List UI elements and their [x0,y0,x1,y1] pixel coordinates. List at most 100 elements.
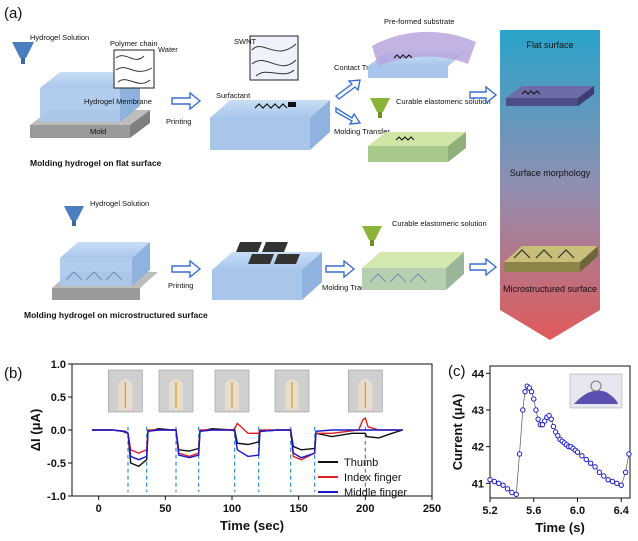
funnel-icon [12,42,34,64]
hydrogel-front [40,88,120,122]
panel-b-photos [108,369,383,413]
series-line-index-finger [92,416,403,461]
data-point [504,486,511,492]
contact-transfer-arrow: Contact Transfer [334,63,390,100]
x-axis-label-b: Time (sec) [220,518,284,533]
hand-photo-three-icon [348,369,383,413]
funnel-icon-green [370,98,390,118]
data-point [548,416,554,422]
mold-front [30,125,130,138]
glove-shape [574,390,618,404]
printed-front [210,118,310,150]
microstructured-surface-label: Microstructured surface [503,284,597,294]
row1-caption: Molding hydrogel on flat surface [30,158,162,168]
surface-morphology-label: Surface morphology [510,168,591,178]
printed-pad-1 [236,242,262,252]
data-point [522,388,528,395]
printed-hydrogel-flat: SWNT Surfactant [210,35,330,150]
mold-label: Mold [90,127,106,136]
data-point [509,489,515,496]
molding-transfer-label-row1: Molding Transfer [334,127,390,136]
water-label: Water [158,45,178,54]
x-tick-label-b: 150 [289,503,307,515]
swnt-pattern [254,103,288,109]
swnt-network-lines [251,43,297,77]
contact-transfer-label: Contact Transfer [334,63,390,72]
data-point [601,473,607,479]
printed-side [310,100,330,150]
panel-c: (c) 41 42 43 44 5.2 5.6 6.0 6.4 Time (s) Current … [448,363,632,535]
y-tick-label-b: -1.0 [47,491,66,503]
curable-micro: Curable elastomeric solution [362,219,487,290]
to-micro-arrow [469,257,498,277]
hand-photo-two-icon [274,369,310,413]
data-point [583,456,589,463]
printing-label-row1: Printing [166,117,191,126]
printed-top [210,100,330,118]
y-tick-label-b: 0.5 [51,392,66,404]
hand-photo-middle-icon [214,369,250,413]
panel-c-chart: 41 42 43 44 5.2 5.6 6.0 6.4 Time (s) Current (μA) [450,365,632,535]
preformed-substrate-label: Pre-formed substrate [384,17,454,26]
panel-a: (a) Hydrogel Solution Polymer chain Wate… [4,5,600,340]
x-axis-label-c: Time (s) [535,520,585,535]
printing-label-row2: Printing [168,281,193,290]
flat-surface-label: Flat surface [526,40,573,50]
x-tick-label-b: 200 [356,503,374,515]
panel-c-label: (c) [448,363,466,380]
legend-label: Middle finger [344,487,407,499]
legend-label: Index finger [344,472,402,484]
molding-transfer-arrow-row2: Molding Transfer [322,259,378,292]
y-tick-label-c: 43 [472,405,484,417]
printed-pad-3 [248,254,274,264]
surface-gradient-bar: Flat surface Surface morphology Microstr… [500,30,600,340]
x-tick-label-b: 100 [223,503,241,515]
hydrogel-solution-label-row2: Hydrogel Solution [90,199,149,208]
hand-photo-index-icon [158,369,194,413]
data-point [618,482,624,488]
data-point [520,407,526,413]
y-axis-label-b: ΔI (μA) [28,409,43,452]
x-tick-label-c: 6.4 [614,505,630,517]
data-point [533,407,539,413]
x-tick-label-c: 6.0 [570,505,585,517]
panel-b: (b) -1.0 -0.5 0.0 0.5 1.0 0 50 100 150 200 250 Time… [4,359,441,533]
sensor-ring [590,380,602,392]
data-point [550,423,557,430]
x-tick-label-c: 5.6 [526,505,541,517]
gloved-hand-sensor-icon [569,373,623,409]
curable-flat: Curable elastomeric solution [368,97,491,162]
flat-mold-assembly: Hydrogel Solution Polymer chain Water Hy… [12,33,178,168]
panel-b-chart: -1.0 -0.5 0.0 0.5 1.0 0 50 100 150 200 250 Time (se… [28,359,441,533]
current-trace-line [489,385,630,495]
x-tick-label-c: 5.2 [482,505,497,517]
data-point [487,476,493,483]
data-point [605,476,611,483]
printed-pad-2 [262,242,288,252]
x-tick-label-b: 250 [423,503,441,515]
data-point [516,451,523,457]
data-point [496,480,502,487]
curable-label-row2: Curable elastomeric solution [392,219,487,228]
surfactant-label: Surfactant [216,91,251,100]
y-axis-label-c: Current (μA) [450,394,465,471]
data-point [614,480,620,487]
data-point [513,491,519,498]
y-tick-label-c: 44 [472,368,485,380]
data-point [626,451,632,457]
printing-arrow-row1: Printing [166,91,202,126]
swnt-label: SWNT [234,37,256,46]
data-point [622,469,629,476]
micro-result-device [504,246,598,272]
data-point [579,453,585,459]
y-tick-label-c: 42 [472,442,484,454]
polymer-chain-label: Polymer chain [110,39,158,48]
series-line-thumb [92,427,403,468]
data-point [531,396,537,402]
data-point [587,460,594,466]
funnel-icon-row2 [64,206,84,226]
data-point [609,478,616,485]
legend-label: Thumb [344,457,378,469]
printing-arrow-row2: Printing [168,259,202,290]
data-point [574,449,581,455]
